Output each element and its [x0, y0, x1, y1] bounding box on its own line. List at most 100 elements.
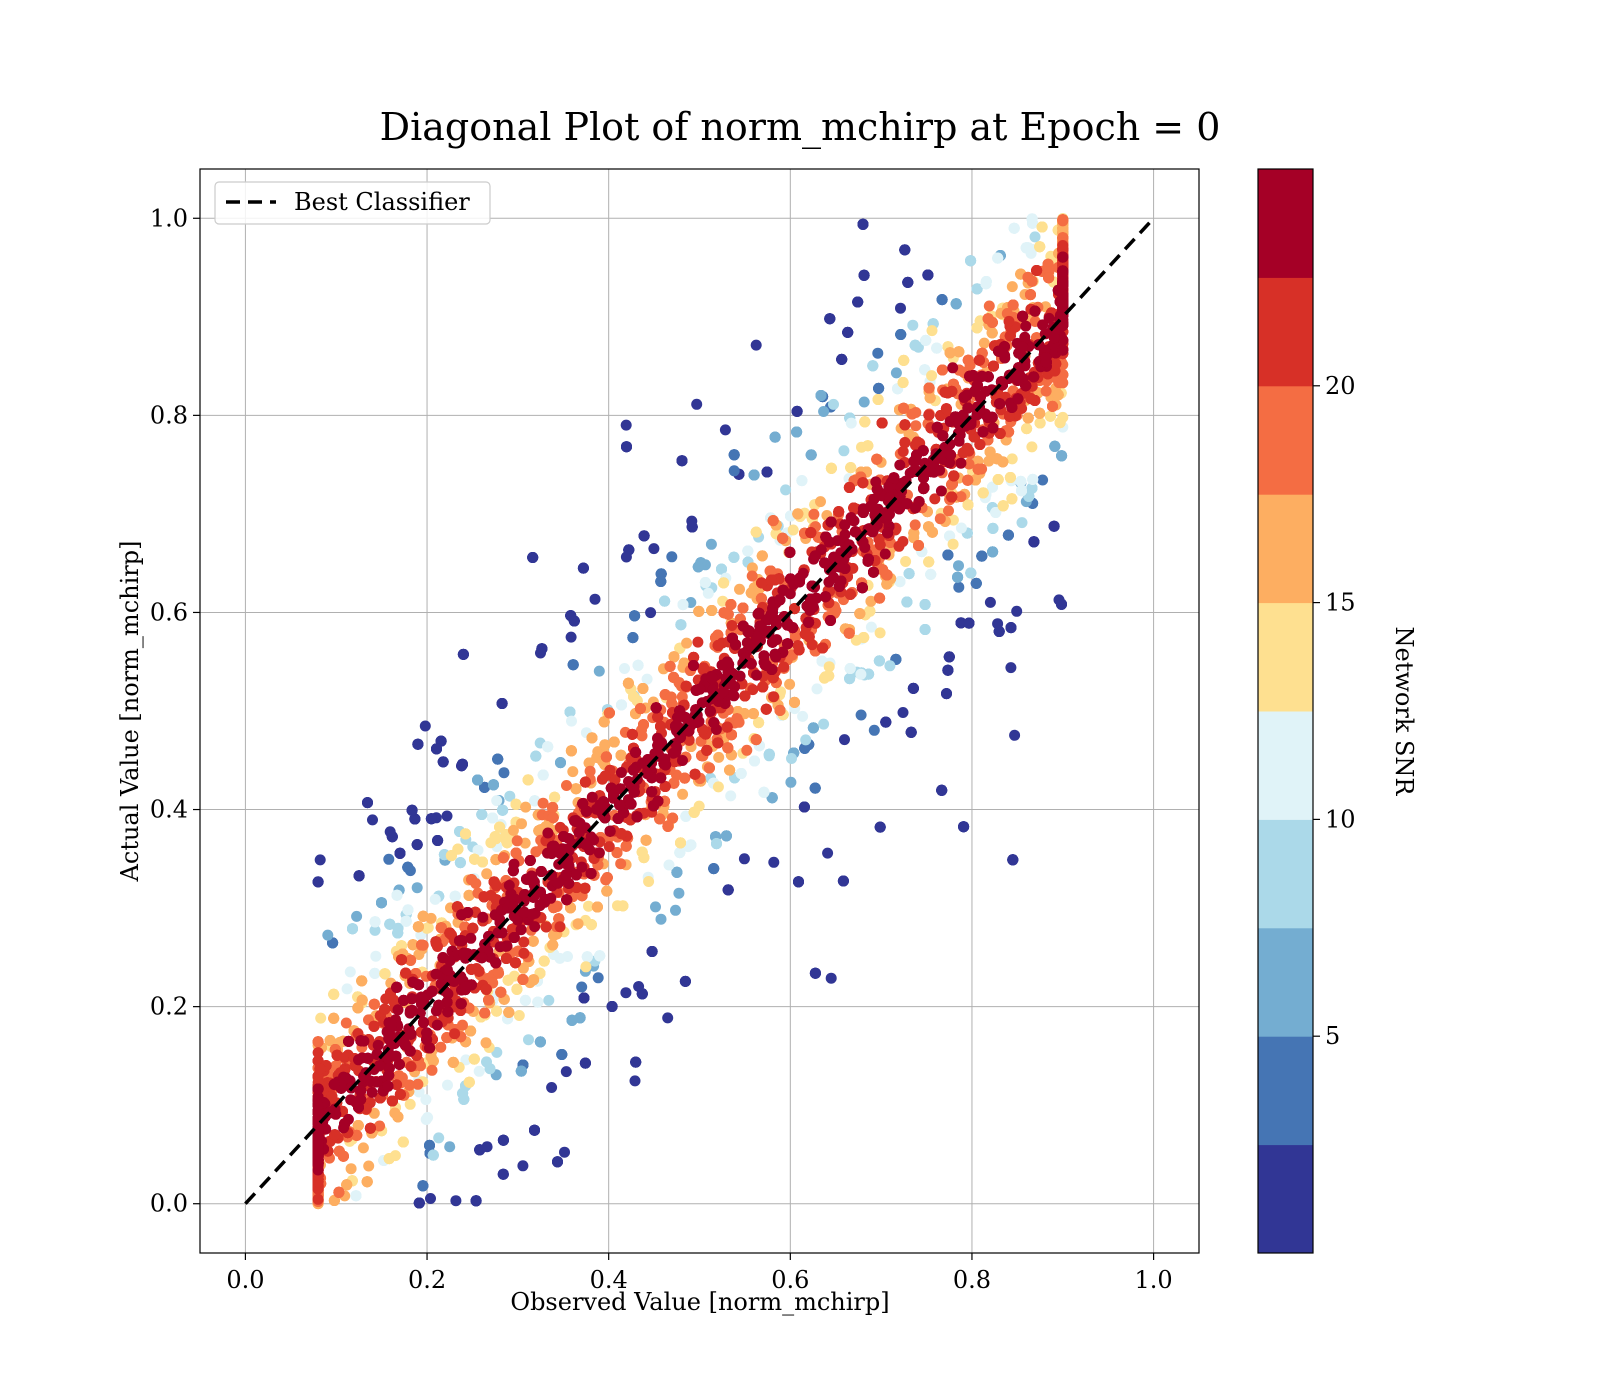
scatter-point	[599, 739, 611, 751]
scatter-point	[502, 974, 514, 986]
scatter-point	[615, 858, 627, 870]
scatter-point	[425, 813, 437, 825]
scatter-point	[566, 715, 577, 727]
scatter-point	[824, 313, 836, 325]
scatter-point	[594, 950, 606, 962]
scatter-point	[987, 481, 998, 493]
scatter-point	[977, 487, 989, 499]
scatter-point	[632, 659, 644, 671]
scatter-point	[845, 417, 857, 429]
scatter-point	[527, 552, 539, 563]
scatter-point	[675, 837, 686, 849]
scatter-point	[517, 974, 529, 985]
scatter-point	[417, 1180, 429, 1192]
scatter-point	[936, 294, 948, 306]
scatter-point	[591, 901, 603, 913]
scatter-point	[965, 567, 977, 579]
scatter-point	[603, 707, 615, 719]
scatter-point	[942, 664, 954, 676]
scatter-point	[797, 710, 809, 722]
scatter-point	[579, 1057, 591, 1069]
scatter-point	[1056, 450, 1068, 462]
scatter-point	[353, 870, 365, 882]
scatter-point	[898, 354, 910, 366]
scatter-point	[758, 786, 770, 798]
scatter-point	[404, 1098, 416, 1110]
scatter-point	[787, 524, 799, 536]
scatter-point	[411, 839, 423, 851]
scatter-point	[367, 814, 378, 826]
scatter-point	[601, 872, 613, 884]
scatter-point	[600, 751, 612, 763]
scatter-point	[630, 1056, 642, 1068]
scatter-point	[659, 595, 671, 607]
scatter-point	[328, 988, 340, 1000]
scatter-point	[920, 334, 932, 346]
scatter-point	[402, 861, 414, 873]
scatter-point	[620, 551, 632, 563]
scatter-point	[425, 1193, 436, 1204]
scatter-point	[881, 578, 893, 590]
scatter-point	[442, 1079, 453, 1091]
scatter-point	[481, 1141, 493, 1153]
scatter-point	[516, 818, 527, 830]
scatter-point	[567, 659, 579, 671]
scatter-point	[341, 1179, 353, 1191]
scatter-point	[747, 708, 759, 720]
scatter-point	[337, 1150, 349, 1162]
scatter-point	[580, 961, 592, 973]
scatter-point	[345, 1163, 357, 1175]
scatter-point	[487, 812, 498, 824]
scatter-point	[926, 325, 938, 337]
scatter-point	[520, 801, 532, 813]
scatter-point	[828, 398, 839, 410]
scatter-point	[818, 672, 830, 684]
scatter-point	[473, 1065, 485, 1077]
scatter-point	[941, 688, 952, 700]
scatter-point	[432, 835, 444, 846]
scatter-point	[753, 717, 765, 729]
scatter-point	[485, 837, 497, 849]
scatter-point	[791, 426, 803, 438]
scatter-point	[424, 1139, 435, 1151]
scatter-point	[1025, 289, 1036, 301]
scatter-point	[498, 767, 510, 779]
scatter-point	[409, 813, 421, 825]
scatter-point	[982, 313, 994, 325]
scatter-point	[562, 951, 573, 962]
scatter-point	[815, 496, 826, 508]
scatter-point	[1027, 217, 1038, 229]
scatter-point	[419, 720, 431, 732]
scatter-point	[686, 515, 698, 527]
scatter-point	[519, 994, 531, 1006]
scatter-point	[702, 587, 714, 599]
scatter-point	[542, 741, 554, 753]
scatter-point	[655, 913, 667, 925]
scatter-point	[606, 1001, 618, 1012]
scatter-point	[825, 462, 837, 474]
scatter-point	[905, 726, 917, 738]
scatter-point	[1048, 520, 1060, 532]
scatter-point	[692, 636, 704, 648]
scatter-point	[997, 456, 1009, 468]
scatter-point	[1057, 214, 1069, 226]
scatter-point	[431, 743, 442, 755]
scatter-point	[347, 923, 358, 935]
scatter-point	[391, 889, 403, 901]
scatter-point	[578, 992, 590, 1004]
scatter-point	[412, 738, 424, 750]
scatter-point	[629, 610, 641, 622]
scatter-point	[472, 774, 484, 786]
scatter-point	[844, 673, 856, 685]
scatter-point	[874, 627, 886, 639]
scatter-point	[811, 683, 823, 695]
scatter-point	[858, 269, 870, 281]
scatter-point	[350, 1190, 362, 1202]
scatter-point	[450, 1195, 462, 1207]
scatter-point	[843, 627, 855, 639]
scatter-point	[756, 550, 768, 562]
scatter-point	[862, 440, 874, 452]
scatter-point	[963, 617, 975, 629]
scatter-point	[741, 744, 753, 756]
